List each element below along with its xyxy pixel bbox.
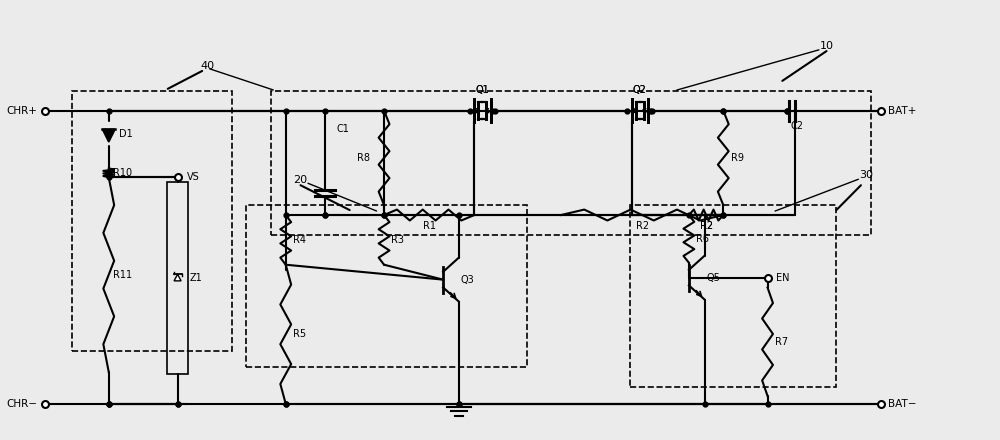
Text: C1: C1 [336,124,349,134]
Text: Q3: Q3 [461,275,475,285]
Polygon shape [174,274,181,281]
Text: R2: R2 [700,221,713,231]
Bar [72,91,232,351]
Text: R10: R10 [113,168,132,178]
Text: VS: VS [186,172,199,182]
Text: R3: R3 [391,235,404,245]
Text: EN: EN [776,273,790,282]
Text: R2: R2 [636,221,649,231]
Text: BAT−: BAT− [888,399,917,409]
Bar [630,205,836,387]
Text: R6: R6 [696,234,709,244]
Text: R5: R5 [293,329,306,339]
Text: Q2: Q2 [633,85,647,95]
Text: CHR+: CHR+ [6,106,37,116]
Text: 40: 40 [200,61,214,71]
Bar [246,205,527,367]
Text: BAT+: BAT+ [888,106,917,116]
Polygon shape [102,129,115,142]
Bar [271,91,871,235]
Text: R8: R8 [357,153,370,163]
Text: R2: R2 [700,221,713,231]
Text: R1: R1 [423,221,436,231]
Text: 20: 20 [293,175,308,185]
Text: Q1: Q1 [476,85,489,95]
Text: R9: R9 [731,153,744,163]
Text: CHR−: CHR− [6,399,37,409]
Text: 30: 30 [859,170,873,180]
Text: R4: R4 [293,235,306,245]
Text: Q1: Q1 [476,85,489,95]
Text: Q2: Q2 [633,85,647,95]
Text: Z1: Z1 [190,273,203,283]
Text: Q5: Q5 [707,273,720,282]
Text: 10: 10 [820,41,834,51]
Text: D1: D1 [119,128,132,139]
Text: R11: R11 [113,270,132,280]
Text: R7: R7 [775,337,788,347]
Bar [167,182,188,374]
Text: C2: C2 [791,121,804,131]
